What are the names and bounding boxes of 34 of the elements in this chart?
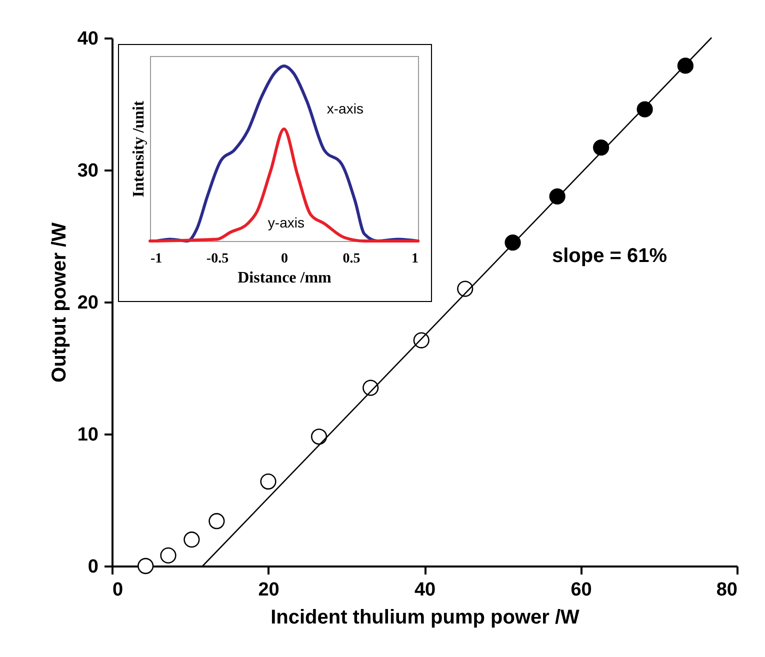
point: [310, 428, 328, 445]
y-tick-label: 30: [77, 160, 98, 182]
point: [457, 280, 474, 297]
x-axis-title: Distance /mm: [238, 270, 332, 286]
x-tick-label: -0.5: [206, 252, 229, 266]
x-axis-title: Incident thulium pump power /W: [270, 606, 580, 628]
y-axis-title: Output power /W: [48, 222, 70, 382]
x-tick-label: -1: [150, 252, 162, 266]
x-tick-label: 20: [258, 580, 280, 600]
point: [677, 58, 694, 74]
y-tick-label: 10: [77, 424, 98, 446]
y-tick-label: 40: [77, 28, 98, 50]
series-label: x-axis: [326, 100, 364, 117]
x-tick-label: 0: [112, 580, 124, 600]
point: [592, 140, 610, 156]
point: [636, 101, 653, 118]
y-tick-label: 0: [88, 556, 98, 578]
point: [504, 234, 521, 251]
x-tick-label: 80: [716, 580, 738, 600]
x-tick-label: 60: [570, 580, 592, 600]
series-label: y-axis: [268, 214, 304, 230]
point: [260, 473, 276, 490]
y-axis-title: Intensity /unit: [130, 100, 148, 198]
x-tick-label: 0.5: [342, 252, 360, 266]
annotation: slope = 61%: [552, 245, 668, 267]
x-tick-label: 40: [414, 580, 436, 600]
point: [138, 558, 154, 574]
point: [208, 513, 225, 530]
x-tick-label: 1: [412, 252, 418, 266]
point: [160, 547, 176, 564]
x-tick-label: 0: [281, 252, 288, 266]
point: [549, 188, 566, 204]
point: [184, 532, 200, 548]
y-tick-label: 20: [77, 292, 98, 314]
